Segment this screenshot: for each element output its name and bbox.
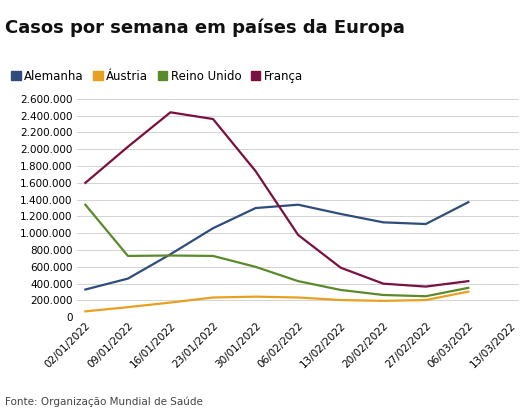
- Text: Fonte: Organização Mundial de Saúde: Fonte: Organização Mundial de Saúde: [5, 397, 203, 407]
- Text: Casos por semana em países da Europa: Casos por semana em países da Europa: [5, 19, 405, 37]
- Legend: Alemanha, Áustria, Reino Unido, França: Alemanha, Áustria, Reino Unido, França: [11, 70, 303, 83]
